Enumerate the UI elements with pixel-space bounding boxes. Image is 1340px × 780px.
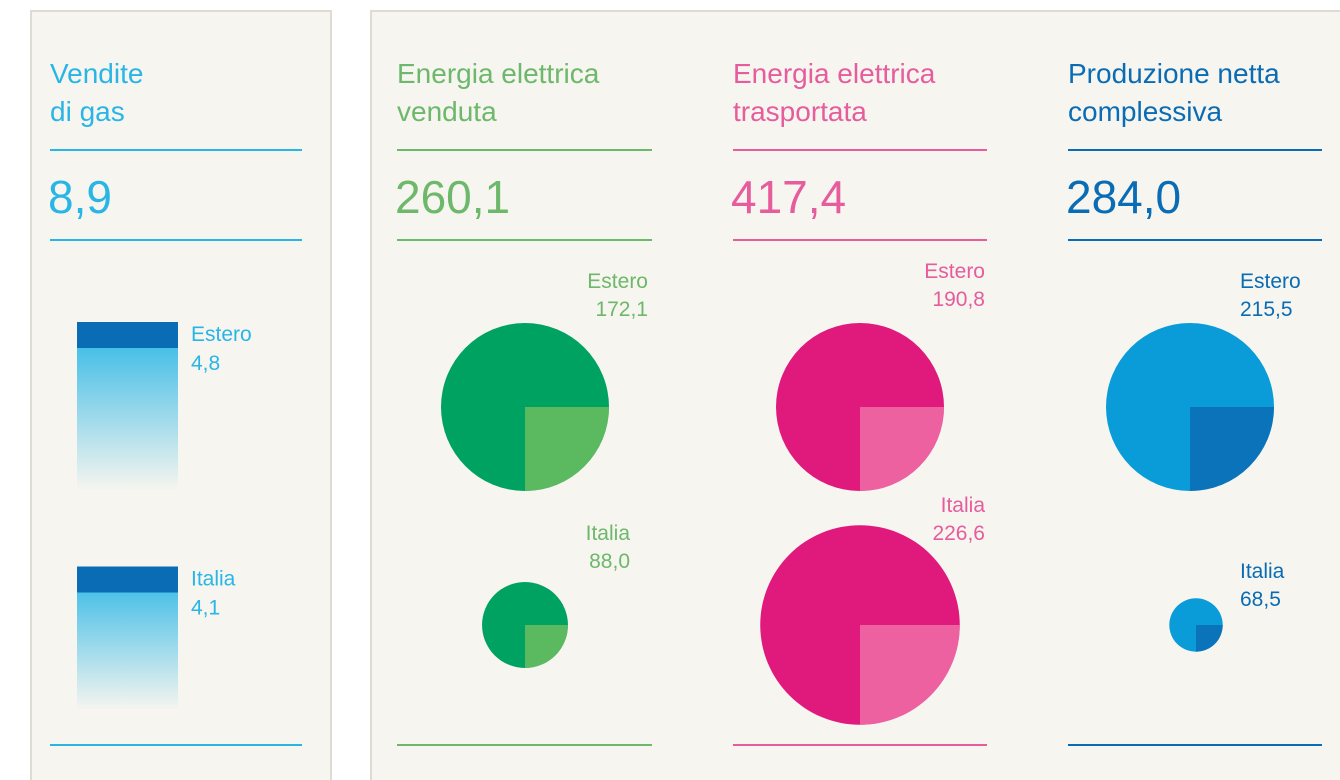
total-value: 417,4 — [731, 171, 847, 223]
value-label: 190,8 — [932, 288, 985, 311]
bubble-highlight — [525, 407, 609, 491]
value-label: 4,8 — [191, 352, 220, 375]
bar-cap — [77, 566, 178, 593]
bubble-highlight — [1196, 625, 1223, 652]
bubble-highlight — [860, 625, 960, 725]
total-value: 8,9 — [48, 171, 112, 223]
category-label: Italia — [941, 494, 986, 517]
category-label: Estero — [924, 260, 985, 283]
value-label: 215,5 — [1240, 298, 1293, 321]
value-label: 4,1 — [191, 597, 220, 620]
category-label: Italia — [1240, 560, 1285, 583]
total-value: 284,0 — [1066, 171, 1182, 223]
bubble-highlight — [525, 625, 568, 668]
chart-title: Energia elettrica trasportata — [733, 58, 936, 127]
bubble-highlight — [1190, 407, 1274, 491]
bar — [77, 322, 178, 490]
category-label: Italia — [586, 522, 631, 545]
category-label: Italia — [191, 568, 236, 591]
value-label: 226,6 — [932, 522, 985, 545]
category-label: Estero — [587, 270, 648, 293]
chart-title: Energia elettrica venduta — [397, 58, 600, 127]
bar-cap — [77, 322, 178, 348]
value-label: 172,1 — [595, 298, 648, 321]
chart-title: Vendite di gas — [50, 58, 144, 127]
bubble-highlight — [860, 407, 944, 491]
category-label: Estero — [1240, 270, 1301, 293]
category-label: Estero — [191, 323, 252, 346]
value-label: 68,5 — [1240, 588, 1281, 611]
value-label: 88,0 — [589, 550, 630, 573]
total-value: 260,1 — [395, 171, 511, 223]
chart-title: Produzione netta complessiva — [1068, 58, 1280, 127]
